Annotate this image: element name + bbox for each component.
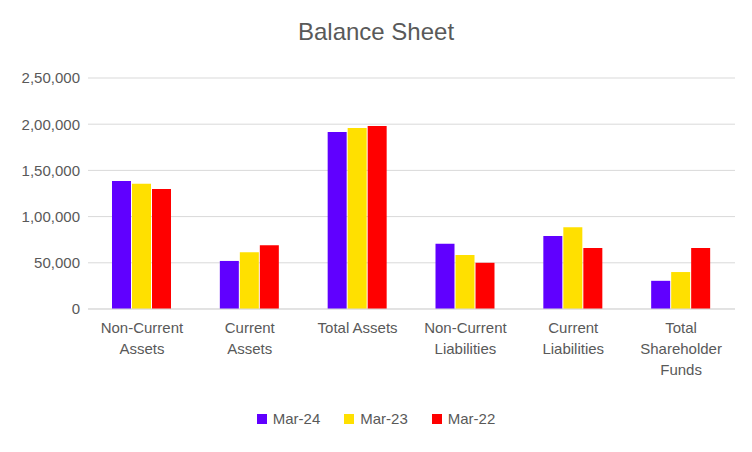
svg-text:50,000: 50,000 — [34, 254, 80, 271]
svg-text:1,50,000: 1,50,000 — [22, 162, 80, 179]
svg-text:1,00,000: 1,00,000 — [22, 208, 80, 225]
html-text:Mar-22: Mar-22 — [447, 410, 496, 427]
svg-text:Non-CurrentAssets: Non-CurrentAssets — [101, 319, 184, 357]
svg-text:Non-CurrentLiabilities: Non-CurrentLiabilities — [424, 319, 507, 357]
html-text:Mar-23: Mar-23 — [360, 410, 408, 427]
html-text:Mar-24: Mar-24 — [272, 410, 321, 427]
svg-text:TotalShareholderFunds: TotalShareholderFunds — [640, 319, 722, 378]
svg-text:CurrentAssets: CurrentAssets — [225, 319, 276, 357]
svg-text:0: 0 — [72, 300, 80, 317]
html-text:Balance Sheet: Balance Sheet — [297, 18, 455, 45]
svg-text:CurrentLiabilities: CurrentLiabilities — [542, 319, 604, 357]
svg-text:Total Assets: Total Assets — [318, 319, 398, 336]
svg-text:2,50,000: 2,50,000 — [22, 69, 80, 86]
svg-text:2,00,000: 2,00,000 — [22, 116, 80, 133]
